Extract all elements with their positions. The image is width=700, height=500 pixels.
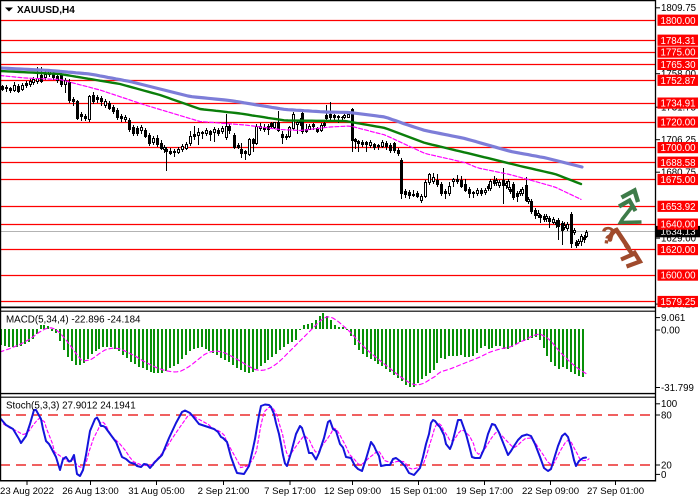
svg-text:0: 0	[661, 470, 667, 481]
svg-text:MACD(5,34,4) -22.896 -24.184: MACD(5,34,4) -22.896 -24.184	[6, 315, 141, 326]
svg-text:7 Sep 17:00: 7 Sep 17:00	[264, 486, 316, 497]
svg-text:1765.30: 1765.30	[661, 60, 697, 71]
svg-text:26 Aug 13:00: 26 Aug 13:00	[62, 486, 119, 497]
svg-text:1775.00: 1775.00	[661, 48, 697, 59]
svg-text:23 Aug 2022: 23 Aug 2022	[0, 486, 54, 497]
svg-text:1706.25: 1706.25	[661, 135, 696, 146]
svg-text:1680.75: 1680.75	[661, 168, 696, 179]
svg-text:100: 100	[661, 399, 678, 410]
svg-text:1752.87: 1752.87	[661, 76, 696, 87]
svg-text:27 Sep 01:00: 27 Sep 01:00	[587, 486, 644, 497]
svg-text:1600.00: 1600.00	[661, 271, 697, 282]
svg-text:2 Sep 21:00: 2 Sep 21:00	[198, 486, 250, 497]
svg-text:1734.91: 1734.91	[661, 99, 696, 110]
svg-text:1800.00: 1800.00	[661, 16, 697, 27]
svg-text:1700.00: 1700.00	[661, 143, 697, 154]
svg-text:1634.13: 1634.13	[661, 227, 696, 238]
svg-text:1720.00: 1720.00	[661, 118, 697, 129]
svg-text:1688.58: 1688.58	[661, 158, 696, 169]
svg-text:19 Sep 17:00: 19 Sep 17:00	[456, 486, 513, 497]
svg-text:XAUUSD,H4: XAUUSD,H4	[17, 5, 75, 16]
svg-text:1675.00: 1675.00	[661, 175, 697, 186]
svg-text:22 Sep 09:00: 22 Sep 09:00	[522, 486, 579, 497]
svg-text:31 Aug 05:00: 31 Aug 05:00	[128, 486, 185, 497]
svg-text:1629.00: 1629.00	[661, 234, 697, 245]
svg-text:1620.00: 1620.00	[661, 245, 697, 256]
svg-text:15 Sep 01:00: 15 Sep 01:00	[390, 486, 447, 497]
svg-text:1809.75: 1809.75	[661, 3, 696, 14]
svg-text:1640.00: 1640.00	[661, 220, 697, 231]
svg-text:Stoch(5,3,3) 27.9012 24.1941: Stoch(5,3,3) 27.9012 24.1941	[6, 401, 136, 412]
svg-text:1758.00: 1758.00	[661, 69, 697, 80]
svg-text:20: 20	[661, 460, 672, 471]
svg-text:1579.25: 1579.25	[661, 297, 696, 308]
svg-text:12 Sep 09:00: 12 Sep 09:00	[324, 486, 381, 497]
svg-text:?: ?	[599, 222, 617, 251]
svg-text:1784.31: 1784.31	[661, 36, 696, 47]
svg-text:0.00: 0.00	[661, 325, 680, 336]
svg-text:-31.799: -31.799	[661, 383, 694, 394]
svg-text:80: 80	[661, 410, 672, 421]
svg-text:1653.92: 1653.92	[661, 202, 696, 213]
svg-text:9.061: 9.061	[661, 313, 685, 324]
